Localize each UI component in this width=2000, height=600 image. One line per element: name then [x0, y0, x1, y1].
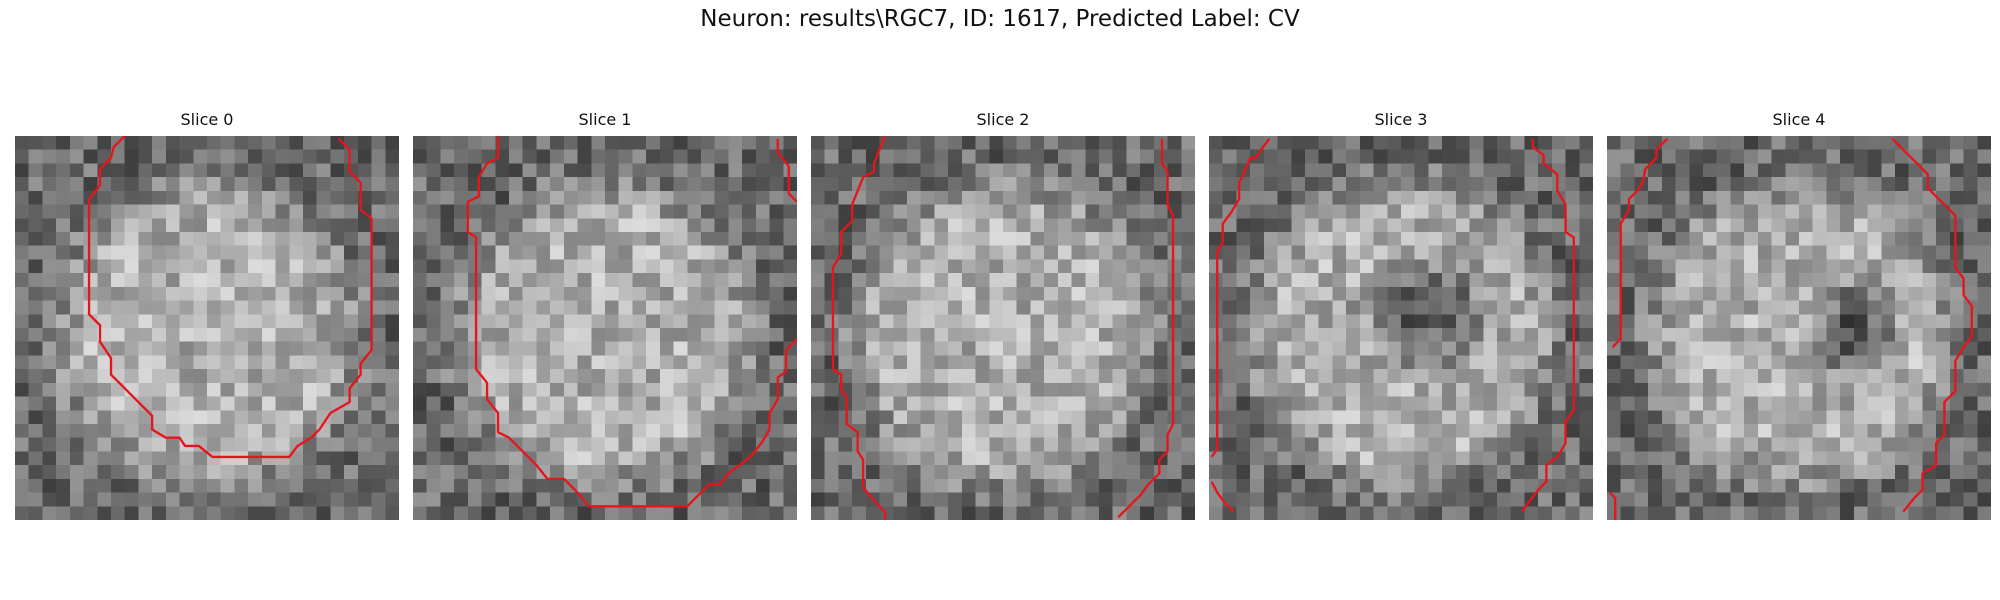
contour-line [1608, 491, 1617, 520]
slice-panel-4: Slice 4 [1607, 108, 1991, 520]
contour-line [831, 136, 887, 520]
pixel-grid [1607, 136, 1991, 520]
contour-line [1117, 138, 1175, 519]
slice-title: Slice 2 [976, 110, 1030, 129]
slice-image [413, 136, 797, 520]
slice-title: Slice 4 [1772, 110, 1826, 129]
pixel-grid [1209, 136, 1593, 520]
slice-image [15, 136, 399, 520]
contour-line [466, 136, 797, 508]
slice-panel-3: Slice 3 [1209, 108, 1593, 520]
contour-line [1520, 138, 1575, 513]
contour-line [1611, 137, 1669, 349]
figure-title: Neuron: results\RGC7, ID: 1617, Predicte… [700, 6, 1300, 32]
pixel-grid [811, 136, 1195, 520]
contour-line [776, 138, 797, 203]
pixel-grid [413, 136, 797, 520]
slice-panel-1: Slice 1 [413, 108, 797, 520]
slice-title: Slice 0 [180, 110, 234, 129]
slice-title: Slice 1 [578, 110, 632, 129]
contour-line [1210, 138, 1271, 458]
slice-panel-0: Slice 0 [15, 108, 399, 520]
contour-line [1891, 137, 1973, 513]
contour-line [87, 136, 373, 459]
slice-title: Slice 3 [1374, 110, 1428, 129]
slice-image [1607, 136, 1991, 520]
slice-panel-2: Slice 2 [811, 108, 1195, 520]
slice-image [1209, 136, 1593, 520]
contour-line [1210, 481, 1235, 513]
pixel-grid [15, 136, 399, 520]
slice-image [811, 136, 1195, 520]
